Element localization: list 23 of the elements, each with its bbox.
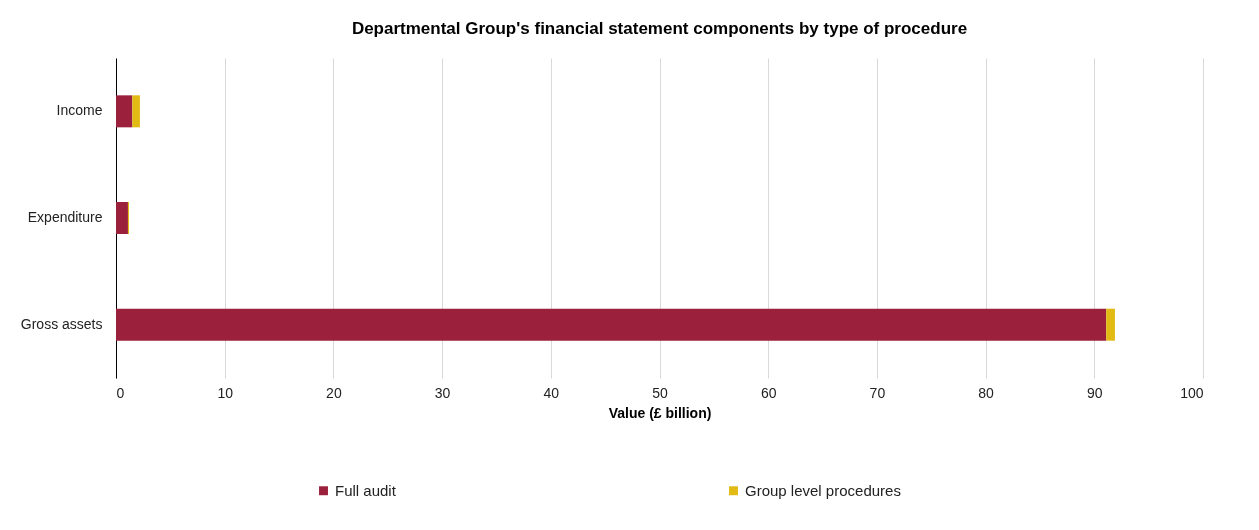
bar — [1106, 308, 1115, 341]
x-tick-label: 20 — [326, 384, 342, 401]
x-tick-label: 80 — [978, 384, 995, 401]
y-tick-label: Expenditure — [27, 209, 103, 225]
chart-title: Departmental Group's financial statement components by type of procedure — [351, 19, 968, 38]
bar — [116, 95, 133, 128]
y-tick-label: Income — [56, 102, 103, 119]
x-tick-label: 0 — [116, 384, 125, 401]
x-axis-title: Value (£ billion) — [608, 404, 712, 421]
x-tick-label: 70 — [869, 384, 886, 401]
x-tick-label: 60 — [760, 384, 777, 401]
x-tick-label: 10 — [217, 384, 234, 401]
x-tick-label: 40 — [543, 384, 560, 401]
x-tick-label: 50 — [652, 384, 668, 401]
x-tick-label: 100 — [1180, 384, 1204, 401]
bar — [132, 95, 140, 128]
bar — [116, 308, 1107, 341]
y-tick-label: Gross assets — [20, 315, 103, 332]
x-tick-label: 90 — [1087, 384, 1103, 401]
bar — [116, 202, 128, 234]
legend-label: Group level procedures — [745, 481, 901, 499]
legend-label: Full audit — [335, 481, 397, 499]
x-tick-label: 30 — [434, 384, 451, 401]
